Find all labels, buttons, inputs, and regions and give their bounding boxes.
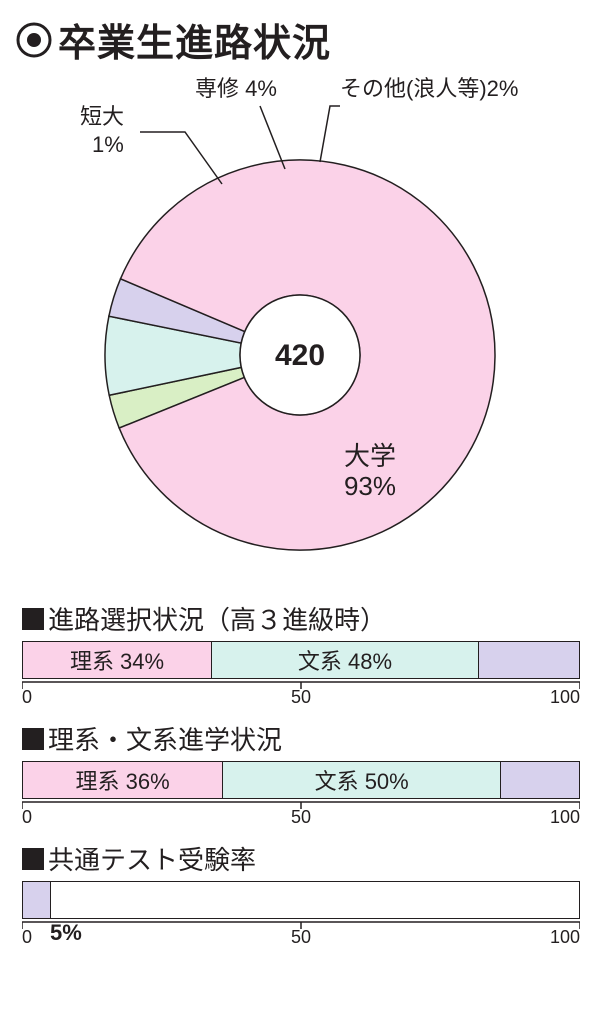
bar-segment: 理系 36%	[23, 762, 223, 798]
stacked-bar-0: 理系 34%文系 48%	[22, 641, 580, 679]
callout-senshu: 専修 4%	[195, 76, 277, 101]
bullet-circle-icon	[16, 22, 52, 58]
axis-2: 0 50 100	[22, 921, 580, 947]
bar-segment: 文系 48%	[212, 642, 479, 678]
square-bullet-icon	[22, 848, 44, 870]
bar-segment	[479, 642, 579, 678]
donut-center-value: 420	[275, 339, 325, 372]
stacked-section-2: 共通テスト受験率 0 50 100 5%	[22, 840, 580, 947]
stacked-bar-2	[22, 881, 580, 919]
stacked-title-text-0: 進路選択状況（高３進級時）	[48, 600, 386, 637]
axis-tick-label: 100	[550, 687, 580, 708]
callout-tandai-name: 短大	[80, 104, 124, 129]
title-text: 卒業生進路状況	[58, 12, 331, 67]
axis-tick-label: 0	[22, 807, 32, 828]
axis-tick-label: 50	[291, 687, 311, 708]
stacked-section-0: 進路選択状況（高３進級時） 理系 34%文系 48% 0 50 100	[22, 600, 580, 707]
bar-segment: 文系 50%	[223, 762, 501, 798]
bar-segment: 理系 34%	[23, 642, 212, 678]
axis-tick-label: 0	[22, 927, 32, 948]
axis-0: 0 50 100	[22, 681, 580, 707]
bar-segment	[23, 882, 51, 918]
stacked-title-1: 理系・文系進学状況	[22, 720, 580, 757]
square-bullet-icon	[22, 608, 44, 630]
page-title: 卒業生進路状況	[16, 12, 331, 67]
stacked-title-2: 共通テスト受験率	[22, 840, 580, 877]
callout-tandai-pct: 1%	[92, 132, 124, 157]
axis-tick-label: 0	[22, 687, 32, 708]
stacked-title-text-1: 理系・文系進学状況	[48, 720, 282, 757]
axis-tick-label: 50	[291, 807, 311, 828]
donut-chart: 420 大学93% 専修 4% 短大 1% その他(浪人等)2%	[0, 60, 602, 580]
bar-segment	[501, 762, 579, 798]
axis-tick-label: 100	[550, 927, 580, 948]
axis-tick-label: 100	[550, 807, 580, 828]
stacked-title-0: 進路選択状況（高３進級時）	[22, 600, 580, 637]
slice-label-university: 大学	[344, 441, 396, 471]
stacked-bar-1: 理系 36%文系 50%	[22, 761, 580, 799]
rate-value-label: 5%	[50, 920, 82, 946]
square-bullet-icon	[22, 728, 44, 750]
stacked-title-text-2: 共通テスト受験率	[48, 840, 256, 877]
slice-label-university-pct: 93%	[344, 471, 396, 501]
bar-segment	[51, 882, 579, 918]
axis-1: 0 50 100	[22, 801, 580, 827]
axis-tick-label: 50	[291, 927, 311, 948]
stacked-section-1: 理系・文系進学状況理系 36%文系 50% 0 50 100	[22, 720, 580, 827]
callout-other: その他(浪人等)2%	[340, 76, 518, 101]
